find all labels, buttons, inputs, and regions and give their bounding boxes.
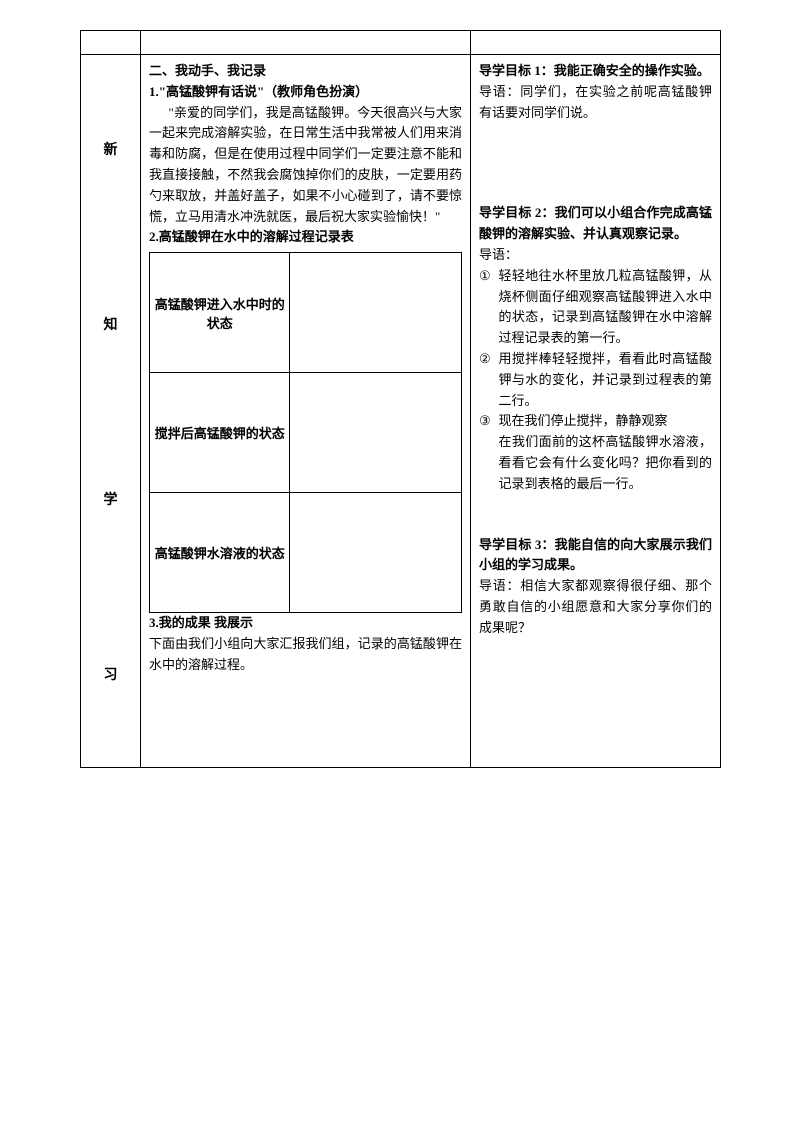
label-char-3: 学 — [104, 459, 118, 539]
guidance-cell: 导学目标 1：我能正确安全的操作实验。 导语：同学们，在实验之前呢高锰酸钾有话要… — [471, 55, 721, 768]
header-cell-mid — [141, 31, 471, 55]
lesson-plan-table: 新 知 学 习 二、我动手、我记录 1."高锰酸钾有话说"（教师角色扮演） "亲… — [80, 30, 721, 768]
goal1-body: 导语：同学们，在实验之前呢高锰酸钾有话要对同学们说。 — [479, 82, 712, 124]
record-row3-label: 高锰酸钾水溶液的状态 — [150, 493, 290, 613]
goal3-title: 导学目标 3：我能自信的向大家展示我们小组的学习成果。 — [479, 535, 712, 577]
record-row1-value — [290, 253, 462, 373]
goal2-item1: ① 轻轻地往水杯里放几粒高锰酸钾，从烧杯侧面仔细观察高锰酸钾进入水中的状态，记录… — [479, 266, 712, 349]
header-cell-left — [81, 31, 141, 55]
goal2-title: 导学目标 2：我们可以小组合作完成高锰酸钾的溶解实验、并认真观察记录。 — [479, 203, 712, 245]
sub3-body: 下面由我们小组向大家汇报我们组，记录的高锰酸钾在水中的溶解过程。 — [149, 634, 462, 676]
label-char-2: 知 — [104, 284, 118, 364]
num-1: ① — [479, 266, 499, 349]
goal2-item1-text: 轻轻地往水杯里放几粒高锰酸钾，从烧杯侧面仔细观察高锰酸钾进入水中的状态，记录到高… — [499, 266, 713, 349]
vertical-label: 新 知 学 习 — [89, 61, 132, 761]
goal2-item3-sub: 在我们面前的这杯高锰酸钾水溶液，看看它会有什么变化吗？把你看到的记录到表格的最后… — [479, 432, 712, 494]
content-cell: 二、我动手、我记录 1."高锰酸钾有话说"（教师角色扮演） "亲爱的同学们，我是… — [141, 55, 471, 768]
goal2-item2: ② 用搅拌棒轻轻搅拌，看看此时高锰酸钾与水的变化，并记录到过程表的第二行。 — [479, 349, 712, 411]
record-row2-label: 搅拌后高锰酸钾的状态 — [150, 373, 290, 493]
goal1-title: 导学目标 1：我能正确安全的操作实验。 — [479, 61, 712, 82]
header-cell-right — [471, 31, 721, 55]
goal2-lead: 导语： — [479, 245, 712, 266]
sub2-title: 2.高锰酸钾在水中的溶解过程记录表 — [149, 227, 462, 248]
num-2: ② — [479, 349, 499, 411]
section-label-cell: 新 知 学 习 — [81, 55, 141, 768]
section-2-title: 二、我动手、我记录 — [149, 61, 462, 82]
record-row3-value — [290, 493, 462, 613]
label-char-1: 新 — [104, 109, 118, 189]
sub1-body: "亲爱的同学们，我是高锰酸钾。今天很高兴与大家一起来完成溶解实验，在日常生活中我… — [149, 103, 462, 228]
goal2-item3-text: 现在我们停止搅拌，静静观察 — [499, 411, 713, 432]
goal3-body: 导语：相信大家都观察得很仔细、那个勇敢自信的小组愿意和大家分享你们的成果呢？ — [479, 576, 712, 638]
record-row1-label: 高锰酸钾进入水中时的状态 — [150, 253, 290, 373]
sub3-title: 3.我的成果 我展示 — [149, 613, 462, 634]
label-char-4: 习 — [104, 634, 118, 714]
goal2-item2-text: 用搅拌棒轻轻搅拌，看看此时高锰酸钾与水的变化，并记录到过程表的第二行。 — [499, 349, 713, 411]
num-3: ③ — [479, 411, 499, 432]
record-row2-value — [290, 373, 462, 493]
sub1-title: 1."高锰酸钾有话说"（教师角色扮演） — [149, 82, 462, 103]
observation-record-table: 高锰酸钾进入水中时的状态 搅拌后高锰酸钾的状态 高锰酸钾水溶液的状态 — [149, 252, 462, 613]
goal2-item3: ③ 现在我们停止搅拌，静静观察 — [479, 411, 712, 432]
